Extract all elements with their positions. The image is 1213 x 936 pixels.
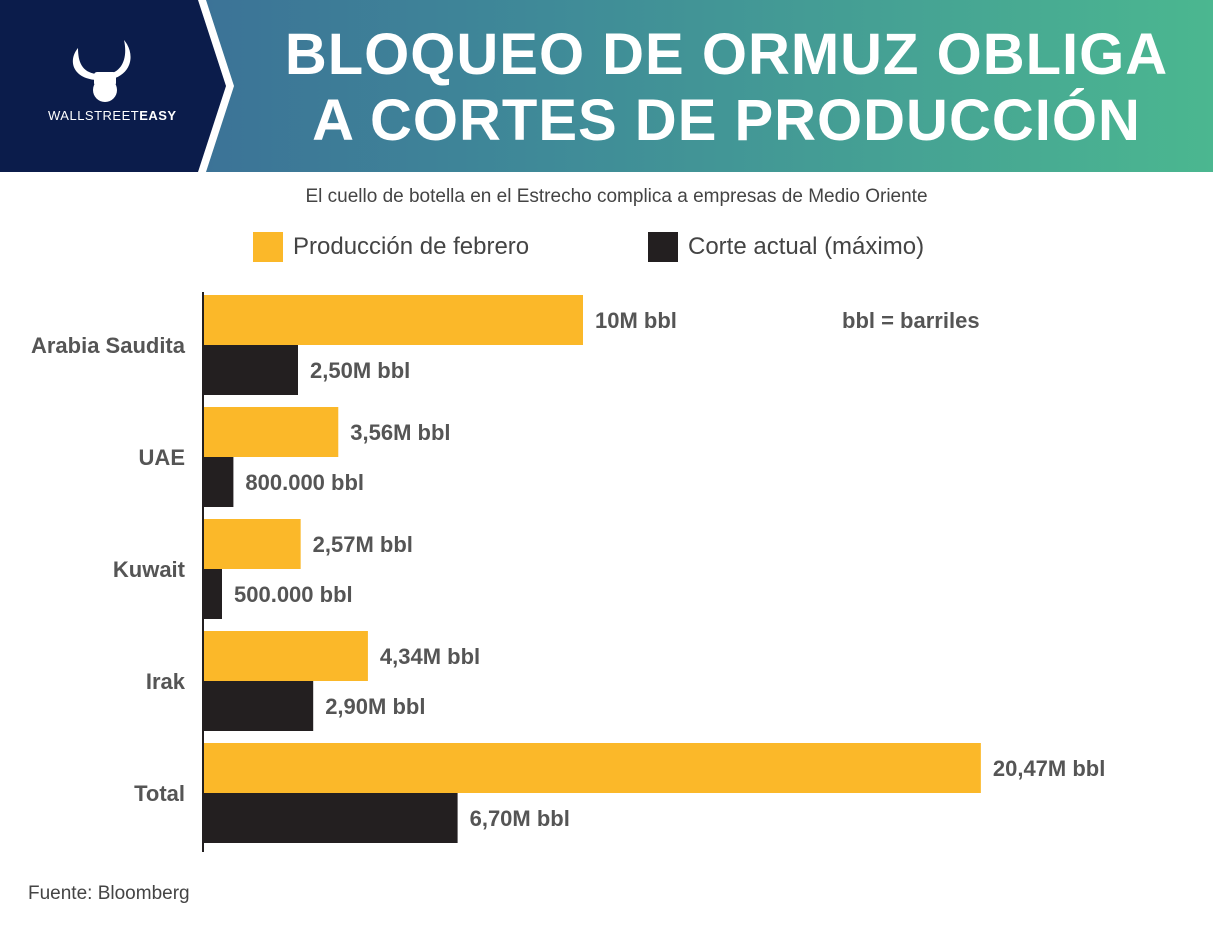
- category-label: Irak: [146, 669, 186, 694]
- legend-label: Corte actual (máximo): [688, 233, 925, 260]
- bar: [203, 681, 314, 731]
- subtitle: El cuello de botella en el Estrecho comp…: [305, 186, 928, 207]
- data-label: 2,57M bbl: [313, 532, 413, 557]
- data-label: 500.000 bbl: [234, 582, 353, 607]
- bar: [203, 295, 583, 345]
- bar: [203, 793, 458, 843]
- annotation: bbl = barriles: [842, 308, 980, 333]
- logo-wordmark: WALLSTREETEASY: [48, 108, 177, 123]
- legend-swatch: [648, 232, 678, 262]
- legend-item-cut: Corte actual (máximo): [648, 232, 924, 262]
- data-label: 800.000 bbl: [245, 470, 364, 495]
- bar: [203, 457, 234, 507]
- source-note: Fuente: Bloomberg: [28, 883, 190, 904]
- bar: [203, 631, 368, 681]
- category-label: Total: [134, 781, 185, 806]
- bar: [203, 407, 339, 457]
- bull-fist-logo-icon: [72, 40, 131, 102]
- category-label: Kuwait: [113, 557, 186, 582]
- bar: [203, 345, 298, 395]
- data-label: 6,70M bbl: [470, 806, 570, 831]
- legend-label: Producción de febrero: [293, 233, 530, 260]
- legend-item-feb: Producción de febrero: [253, 232, 529, 262]
- data-label: 20,47M bbl: [993, 756, 1105, 781]
- page-title: BLOQUEO DE ORMUZ OBLIGA A CORTES DE PRODU…: [284, 22, 1169, 153]
- legend-swatch: [253, 232, 283, 262]
- data-label: 4,34M bbl: [380, 644, 480, 669]
- data-label: 3,56M bbl: [350, 420, 450, 445]
- data-label: 2,90M bbl: [325, 694, 425, 719]
- logo-panel: [0, 0, 234, 172]
- category-label: Arabia Saudita: [31, 333, 186, 358]
- category-label: UAE: [139, 445, 185, 470]
- bar: [203, 569, 222, 619]
- bar: [203, 519, 301, 569]
- data-label: 10M bbl: [595, 308, 677, 333]
- data-label: 2,50M bbl: [310, 358, 410, 383]
- bar: [203, 743, 981, 793]
- header-banner: WALLSTREETEASY BLOQUEO DE ORMUZ OBLIGA A …: [0, 0, 1213, 172]
